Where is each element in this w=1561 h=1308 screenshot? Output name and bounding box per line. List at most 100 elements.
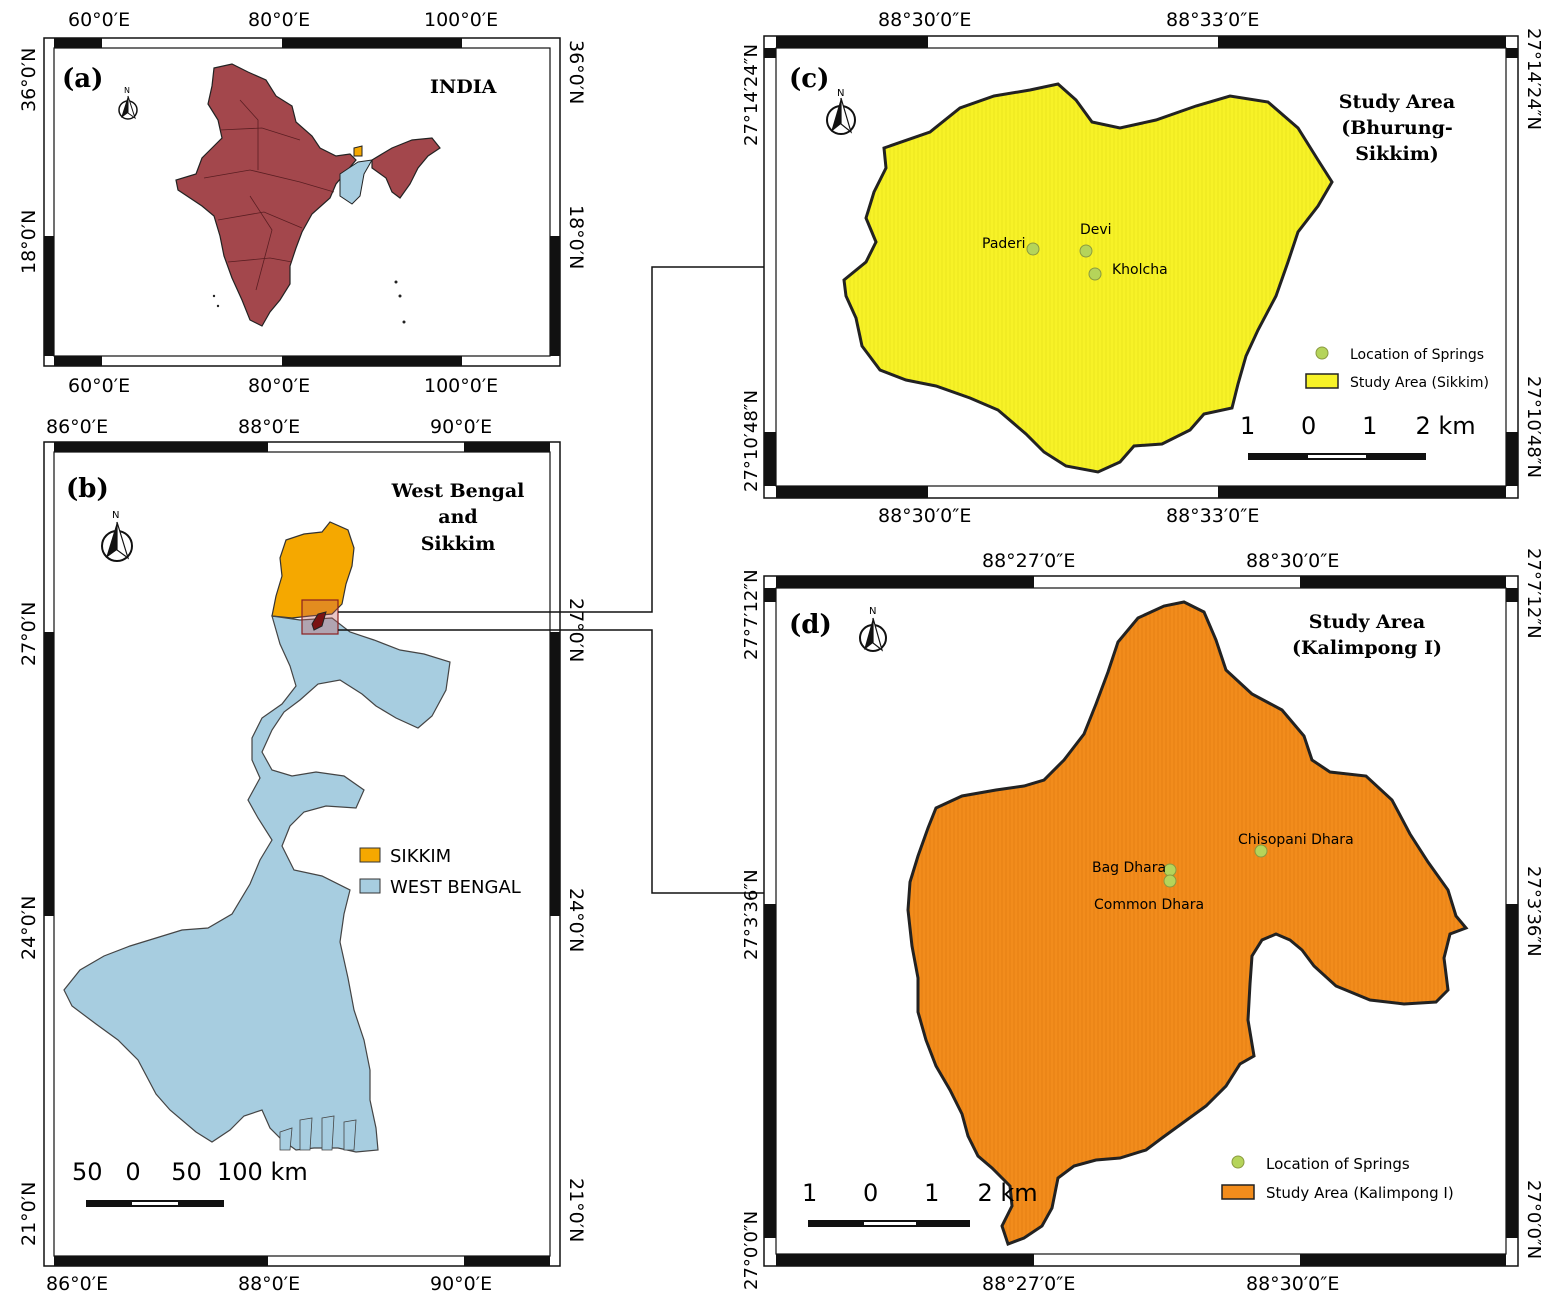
panel-d-left-tick: 27°3′36″N: [741, 869, 762, 960]
spring-marker-devi: [1079, 244, 1093, 258]
legend-label-springs: Location of Springs: [1350, 347, 1484, 363]
panel-c-label: (c): [789, 64, 829, 94]
legend-swatch-sikkim: [359, 847, 381, 863]
svg-text:N: N: [124, 86, 130, 95]
panel-d-label: (d): [789, 610, 832, 640]
spring-label-devi: Devi: [1080, 222, 1112, 238]
panel-d-right-tick: 27°7′12″N: [1523, 548, 1544, 639]
svg-text:N: N: [837, 88, 844, 99]
legend-label-west-bengal: WEST BENGAL: [390, 877, 521, 898]
panel-b-right-tick: 21°0′N: [565, 1178, 587, 1242]
panel-a-left-tick: 36°0′N: [18, 48, 40, 112]
panel-c-bottom-tick: 88°33′0″E: [1166, 505, 1259, 527]
panel-d-scale-bar: 1 0 1 2 km: [802, 1179, 1038, 1227]
springs-kalimpong: Chisopani Dhara Bag Dhara Common Dhara: [1092, 832, 1354, 913]
panel-a-top-tick: 60°0′E: [68, 9, 130, 31]
spring-marker-chisopani: [1254, 844, 1268, 858]
panel-d-left-tick: 27°7′12″N: [741, 569, 762, 660]
sikkim-shape: [271, 521, 355, 619]
panel-b-scale-bar: 50 0 50 100 km: [72, 1158, 308, 1207]
panel-b-west-bengal: (b) West Bengal and Sikkim N SIKKIM WEST…: [18, 416, 587, 1295]
legend-spring-marker: [1315, 346, 1329, 360]
panel-b-legend: SIKKIM WEST BENGAL: [359, 846, 521, 898]
panel-d-top-tick: 88°30′0″E: [1246, 550, 1339, 572]
panel-a-label: (a): [62, 64, 103, 94]
springs-sikkim: Paderi Devi Kholcha: [982, 222, 1168, 281]
panel-a-top-tick: 100°0′E: [424, 9, 498, 31]
panel-b-left-tick: 24°0′N: [18, 896, 40, 960]
panel-a-title: INDIA: [430, 76, 497, 98]
legend-swatch-west-bengal: [359, 878, 381, 894]
spring-marker-kholcha: [1088, 267, 1102, 281]
panel-a-bottom-tick: 60°0′E: [68, 375, 130, 397]
panel-d-left-tick: 27°0′0″N: [741, 1211, 762, 1290]
panel-c-right-tick: 27°10′48″N: [1523, 376, 1544, 478]
panel-c-bhurung-sikkim: Paderi Devi Kholcha (c) Study Area (Bhur…: [741, 9, 1544, 527]
panel-a-right-tick: 36°0′N: [565, 40, 587, 104]
panel-d-top-tick: 88°27′0″E: [982, 550, 1075, 572]
panel-a-bottom-tick: 80°0′E: [248, 375, 310, 397]
panel-d-north-arrow-icon: N: [859, 606, 887, 652]
legend-label-sikkim: SIKKIM: [390, 846, 451, 867]
panel-d-bottom-tick: 88°27′0″E: [982, 1273, 1075, 1295]
spring-label-chisopani: Chisopani Dhara: [1238, 832, 1354, 848]
study-area-sikkim-shape: [842, 82, 1334, 474]
panel-b-north-arrow-icon: N: [101, 510, 133, 562]
panel-b-top-tick: 88°0′E: [238, 416, 300, 438]
panel-a-bottom-tick: 100°0′E: [424, 375, 498, 397]
panel-c-top-tick: 88°33′0″E: [1166, 9, 1259, 31]
legend-swatch-study-sikkim: [1305, 373, 1339, 389]
panel-a-right-tick: 18°0′N: [565, 205, 587, 269]
spring-label-kholcha: Kholcha: [1112, 262, 1168, 278]
panel-b-left-tick: 27°0′N: [18, 602, 40, 666]
spring-label-paderi: Paderi: [982, 236, 1026, 252]
panel-a-north-arrow-icon: N: [118, 86, 138, 120]
panel-b-title-line: West Bengal: [391, 480, 525, 502]
panel-d-legend: Location of Springs Study Area (Kalimpon…: [1221, 1155, 1454, 1202]
study-area-kalimpong-shape: [906, 600, 1469, 1246]
legend-label-study-sikkim: Study Area (Sikkim): [1350, 375, 1489, 391]
panel-a-top-tick: 80°0′E: [248, 9, 310, 31]
panel-d-right-tick: 27°0′0″N: [1523, 1180, 1544, 1259]
spring-label-bag-dhara: Bag Dhara: [1092, 860, 1166, 876]
panel-c-title-line: (Bhurung-: [1341, 117, 1453, 139]
india-map-shape: [175, 63, 357, 327]
panel-b-top-tick: 90°0′E: [430, 416, 492, 438]
legend-label-springs: Location of Springs: [1266, 1155, 1410, 1173]
west-bengal-inset-shape-a: [339, 159, 373, 205]
sikkim-inset-shape-a: [353, 145, 363, 157]
panel-b-bottom-tick: 90°0′E: [430, 1273, 492, 1295]
panel-d-title-line: (Kalimpong I): [1292, 637, 1442, 659]
panel-b-bottom-tick: 88°0′E: [238, 1273, 300, 1295]
panel-b-title-line: and: [438, 506, 477, 528]
india-northeast-shape: [371, 137, 441, 199]
panel-c-title-line: Sikkim): [1355, 143, 1439, 165]
panel-c-top-tick: 88°30′0″E: [878, 9, 971, 31]
panel-c-right-tick: 27°14′24″N: [1523, 28, 1544, 130]
legend-swatch-study-kalimpong: [1221, 1184, 1255, 1200]
panel-c-title-line: Study Area: [1339, 91, 1455, 113]
panel-b-label: (b): [66, 474, 109, 504]
panel-a-left-tick: 18°0′N: [18, 210, 40, 274]
panel-b-left-tick: 21°0′N: [18, 1182, 40, 1246]
svg-text:1 0 1 2 km: 1 0 1 2 km: [802, 1179, 1038, 1207]
spring-marker-paderi: [1026, 242, 1040, 256]
svg-text:N: N: [869, 606, 876, 617]
svg-text:50 0 50 100 km: 50 0 50 100 km: [72, 1158, 308, 1186]
spring-marker-common-dhara: [1163, 874, 1177, 888]
panel-d-graticule-frame: [764, 576, 1518, 1266]
study-sites-marker: [311, 611, 327, 631]
panel-d-bottom-tick: 88°30′0″E: [1246, 1273, 1339, 1295]
panel-d-title-line: Study Area: [1309, 611, 1425, 633]
panel-c-legend: Location of Springs Study Area (Sikkim): [1305, 346, 1489, 391]
panel-a-graticule-frame: [44, 38, 560, 366]
legend-label-study-kalimpong: Study Area (Kalimpong I): [1266, 1184, 1454, 1202]
panel-b-right-tick: 24°0′N: [565, 888, 587, 952]
spring-label-common-dhara: Common Dhara: [1094, 897, 1204, 913]
panel-b-bottom-tick: 86°0′E: [46, 1273, 108, 1295]
panel-c-north-arrow-icon: N: [826, 88, 856, 135]
svg-text:1 0 1 2 km: 1 0 1 2 km: [1240, 412, 1476, 440]
panel-d-right-tick: 27°3′36″N: [1523, 866, 1544, 957]
panel-b-graticule-frame: [44, 442, 560, 1266]
